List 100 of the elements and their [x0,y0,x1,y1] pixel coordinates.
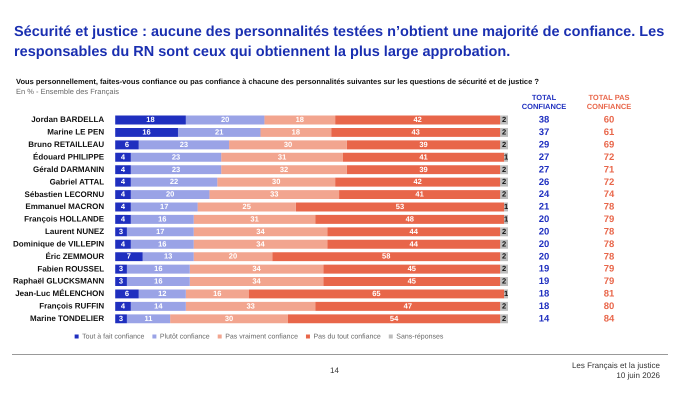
bar [315,302,500,311]
text: 20 [538,238,550,250]
text: 61 [604,127,615,138]
text: 20 [538,226,550,238]
bar [130,152,222,162]
y-tick-label: Jordan BARDELLA [31,115,104,124]
bar [138,289,186,298]
y-tick-label: Sébastien LECORNU [24,190,104,199]
bar [288,314,500,324]
bar [327,240,500,249]
bar [130,302,186,311]
text: 78 [604,251,614,262]
y-tick-label: François HOLLANDE [24,214,105,224]
text: 27 [538,152,550,163]
bar [138,140,230,150]
bar [229,140,347,150]
text: 19 [538,276,550,288]
y-tick-label: Jean-Luc MÉLENCHON [15,288,104,298]
bar [130,178,218,187]
bar [178,128,260,137]
bar [170,314,288,324]
bar [186,116,264,124]
text: 24 [538,189,550,200]
bar [115,252,143,262]
bar [315,214,504,224]
text: 20 [538,251,550,262]
bar [342,152,504,162]
bar [194,214,316,224]
text: 79 [604,276,614,288]
bar [323,277,500,286]
text: 80 [604,300,614,312]
bar [248,289,504,298]
bar [115,116,186,124]
text: 18 [538,288,550,300]
bar [186,302,316,311]
text: 74 [604,189,615,200]
y-tick-label: Gérald DARMANIN [32,164,104,174]
text: 29 [538,139,550,150]
bar [346,140,500,150]
bar [335,116,500,124]
bar [190,264,324,274]
y-tick-label: Gabriel ATTAL [50,177,104,186]
text: 78 [604,202,614,213]
text: 38 [538,114,550,126]
bar [198,202,296,212]
text: 69 [604,139,614,150]
text: 78 [604,238,614,250]
text: 20 [538,214,550,226]
bar [130,214,194,224]
bar [264,116,336,124]
text: 14 [538,313,550,324]
bar [126,227,194,236]
y-tick-label: François RUFFIN [39,302,104,311]
bar [142,252,194,262]
text: 26 [538,176,550,188]
bar [126,277,190,286]
text: 18 [538,300,550,312]
bar [194,252,272,262]
y-tick-label: Éric ZEMMOUR [45,250,104,261]
bar [190,277,324,286]
bar [272,252,500,262]
bar [126,314,170,324]
bar [335,178,500,187]
y-tick-label: Bruno RETAILLEAU [28,140,104,150]
y-tick-label: Fabien ROUSSEL [37,264,104,274]
bar [327,227,500,236]
text: 14 [330,366,339,375]
bar [126,264,190,274]
bar [194,227,328,236]
text: 19 [538,264,550,275]
bar [221,152,343,162]
text: Les Français et la justice [572,361,660,370]
bar [217,178,336,187]
text: 79 [604,264,614,275]
bar [209,190,340,200]
bar [194,240,328,249]
text: 21 [538,202,550,213]
bar [346,165,500,174]
text: 72 [604,152,614,163]
text: 71 [604,164,615,176]
y-tick-label: Laurent NUNEZ [44,227,104,236]
text: 60 [604,114,614,126]
text: 10 juin 2026 [616,371,660,380]
bar [130,202,198,212]
bar [323,264,500,274]
text: 72 [604,176,614,188]
bar [130,165,222,174]
chart-title: Sécurité et justice : aucune des personnalités testées n’obtient une majorité de confiance. Les responsables du RN sont ceux qui obtiennent la plus large approbation. [14,23,666,62]
bar [260,128,332,137]
text: 84 [604,313,615,324]
text: 37 [538,127,550,138]
bar [130,190,210,200]
text: 78 [604,226,614,238]
text: 27 [538,164,550,176]
text: 81 [604,288,615,300]
y-tick-label: Édouard PHILIPPE [32,151,105,162]
bar [331,128,500,137]
bar [186,289,249,298]
y-tick-label: Raphaël GLUCKSMANN [12,276,104,286]
bar [296,202,504,212]
